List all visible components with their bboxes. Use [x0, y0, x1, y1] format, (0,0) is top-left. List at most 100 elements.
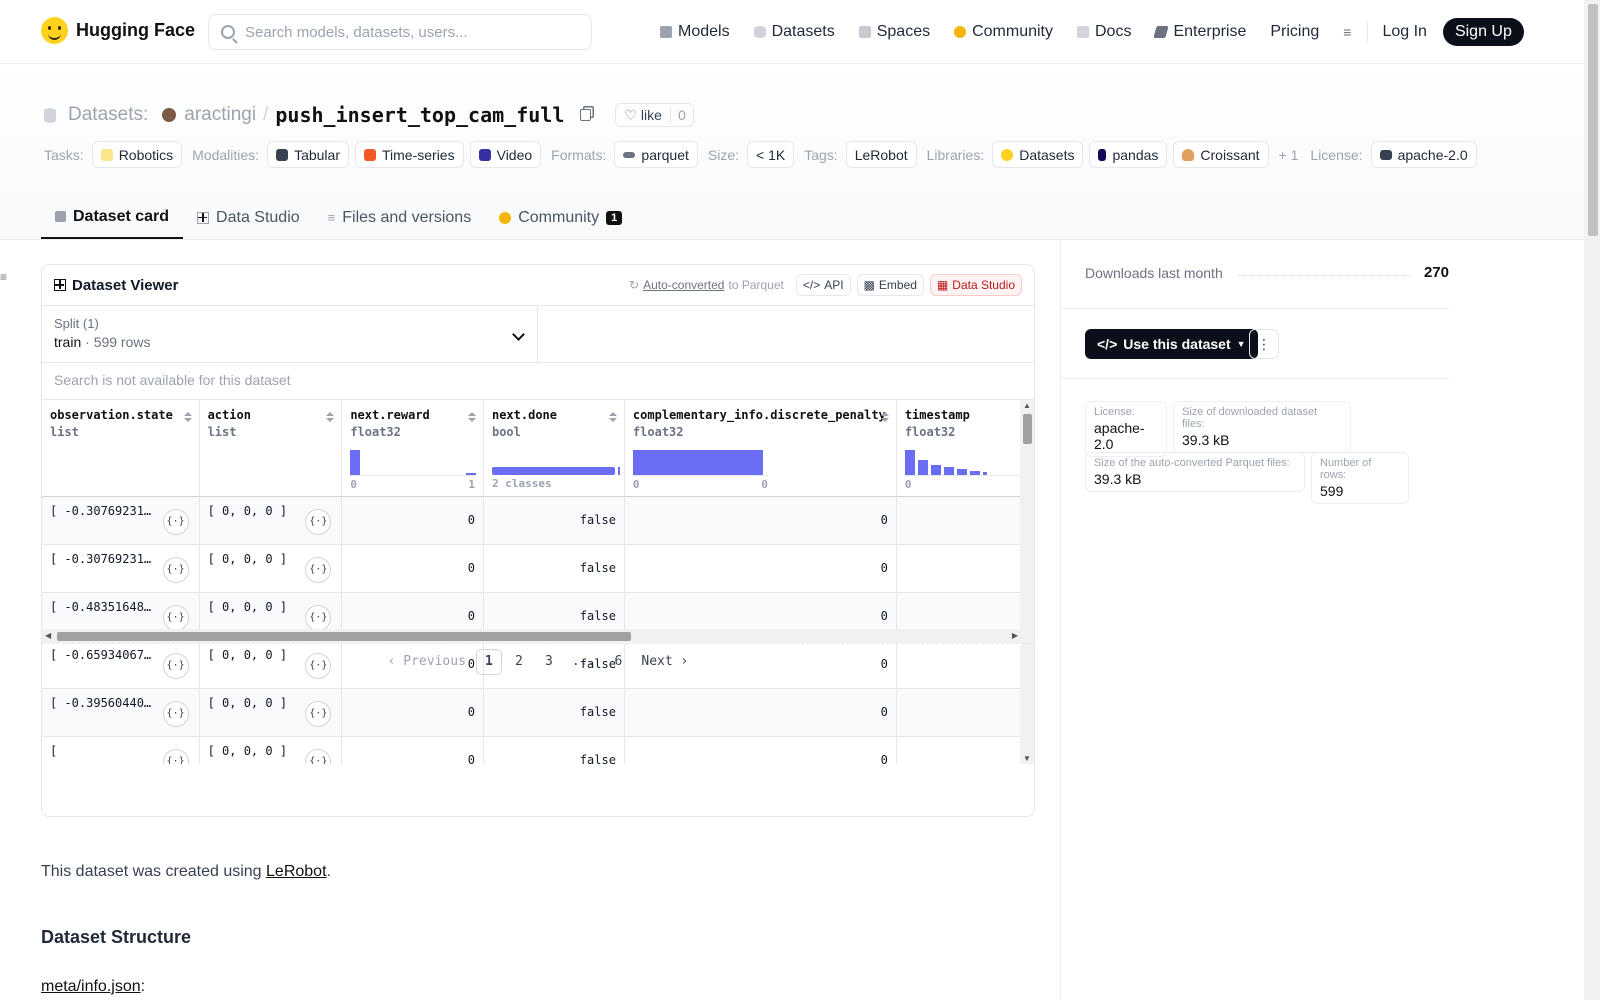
sort-icon[interactable] [608, 412, 617, 422]
expand-json-icon[interactable]: {·} [305, 652, 332, 679]
action-cell[interactable]: [ 0, 0, 0 ] {·} [199, 688, 343, 737]
penalty-cell[interactable]: 0 [624, 688, 897, 737]
nav-enterprise[interactable]: Enterprise [1153, 23, 1246, 41]
sort-icon[interactable] [467, 412, 476, 422]
penalty-cell[interactable]: 0 [624, 640, 897, 689]
tab-dataset-card[interactable]: Dataset card [41, 196, 184, 239]
libraries-more[interactable]: + 1 [1278, 146, 1299, 163]
tag-lerobot[interactable]: LeRobot [845, 141, 917, 168]
expand-json-icon[interactable]: {·} [162, 508, 189, 535]
column-header[interactable]: next.done bool 2 classes [483, 400, 625, 497]
page-button[interactable]: 3 [544, 654, 553, 669]
done-cell[interactable]: false [483, 688, 625, 737]
penalty-cell[interactable]: 0 [624, 736, 897, 764]
expand-json-icon[interactable]: {·} [162, 748, 189, 764]
column-header[interactable]: timestamp float32 0 [896, 400, 1034, 497]
histogram-bar[interactable] [943, 467, 954, 475]
search-box[interactable] [208, 14, 592, 50]
action-cell[interactable]: [ 0, 0, 0 ] {·} [199, 544, 343, 593]
like-main[interactable]: ♡ like [616, 107, 670, 124]
histogram-bar[interactable] [632, 450, 763, 475]
column-header[interactable]: next.reward float32 0 1 [341, 400, 484, 497]
histogram-bar[interactable] [930, 465, 941, 475]
histogram-bar[interactable] [956, 469, 967, 475]
page-button[interactable]: 6 [614, 654, 623, 669]
done-cell[interactable]: false [483, 640, 625, 689]
histogram-bar[interactable] [917, 460, 928, 475]
histogram-bar[interactable] [466, 473, 477, 475]
prev-page-button[interactable]: ‹ Previous [387, 654, 466, 669]
copy-icon[interactable] [580, 109, 592, 121]
action-cell[interactable]: [ 0, 0, 0 ] {·} [199, 640, 343, 689]
table-row[interactable]: [ -0.30769231915...{·} [ 0, 0, 0 ]{·} 0 … [42, 496, 1034, 545]
expand-json-icon[interactable]: {·} [162, 700, 189, 727]
tag-license[interactable]: apache-2.0 [1370, 141, 1477, 168]
sort-icon[interactable] [183, 412, 192, 422]
reward-cell[interactable]: 0 [341, 544, 484, 593]
table-horizontal-scrollbar[interactable]: ◀ ▶ [42, 629, 1034, 643]
nav-docs[interactable]: Docs [1077, 23, 1131, 41]
tab-data-studio[interactable]: Data Studio [183, 196, 314, 239]
login-link[interactable]: Log In [1382, 23, 1427, 40]
histogram-bar[interactable] [350, 450, 361, 475]
tag-tabular[interactable]: Tabular [267, 141, 349, 168]
scrollbar-thumb[interactable] [1588, 4, 1598, 236]
timestamp-cell[interactable] [896, 688, 1034, 737]
page-button[interactable]: 2 [514, 654, 523, 669]
expand-json-icon[interactable]: {·} [305, 604, 332, 631]
next-page-button[interactable]: Next › [641, 654, 689, 669]
histogram-bar[interactable] [904, 450, 915, 475]
scroll-right-icon[interactable]: ▶ [1011, 631, 1018, 640]
tag-croissant[interactable]: Croissant [1173, 141, 1269, 168]
column-header[interactable]: observation.state list [42, 400, 200, 497]
data-studio-button[interactable]: ▦ Data Studio [929, 274, 1022, 296]
sort-icon[interactable] [326, 412, 335, 422]
penalty-cell[interactable]: 0 [624, 496, 897, 545]
repo-name[interactable]: push_insert_top_cam_full [275, 103, 565, 127]
like-button[interactable]: ♡ like 0 [615, 103, 694, 127]
reward-cell[interactable]: 0 [341, 496, 484, 545]
histogram-bar[interactable] [982, 472, 987, 475]
scroll-left-icon[interactable]: ◀ [45, 631, 52, 640]
scroll-up-icon[interactable]: ▲ [1023, 401, 1031, 410]
more-options-button[interactable]: ⋮ [1249, 329, 1279, 359]
logo[interactable]: Hugging Face [41, 17, 195, 44]
state-cell[interactable]: [ -0.65934067964...{·} [42, 640, 200, 689]
reward-cell[interactable]: 0 [341, 640, 484, 689]
sort-icon[interactable] [880, 412, 889, 422]
tag-parquet[interactable]: parquet [614, 141, 698, 168]
table-row[interactable]: [ -0.39560440182...{·} [ 0, 0, 0 ]{·} 0 … [42, 688, 1034, 737]
nav-datasets[interactable]: Datasets [753, 23, 835, 41]
page-button[interactable]: 1 [475, 648, 502, 675]
timestamp-cell[interactable] [896, 544, 1034, 593]
histogram[interactable] [904, 449, 987, 475]
scroll-down-icon[interactable]: ▼ [1023, 754, 1031, 763]
search-input[interactable] [245, 23, 565, 41]
tag-pandas[interactable]: pandas [1089, 141, 1168, 168]
state-cell[interactable]: [ -0.39560440182... {·} [42, 688, 200, 737]
class-bar[interactable] [617, 467, 620, 475]
expand-json-icon[interactable]: {·} [305, 556, 332, 583]
nav-community[interactable]: Community [954, 23, 1053, 41]
timestamp-cell[interactable] [896, 736, 1034, 764]
nav-spaces[interactable]: Spaces [858, 23, 930, 41]
done-cell[interactable]: false [483, 544, 625, 593]
histogram[interactable] [350, 449, 477, 475]
table-row[interactable]: [{·} [ 0, 0, 0 ] {·} 0 false 0 [42, 736, 1034, 764]
page-scrollbar[interactable] [1584, 0, 1600, 1000]
column-header[interactable]: action list [199, 400, 343, 497]
expand-json-icon[interactable]: {·} [162, 556, 189, 583]
timestamp-cell[interactable] [896, 496, 1034, 545]
tab-community[interactable]: Community 1 [485, 196, 636, 239]
nav-pricing[interactable]: Pricing [1270, 23, 1319, 41]
done-cell[interactable]: false [483, 736, 625, 764]
tag-time-series[interactable]: Time-series [355, 141, 464, 168]
timestamp-cell[interactable] [896, 640, 1034, 689]
state-cell[interactable]: [ -0.30769231915... {·} [42, 544, 200, 593]
split-selector[interactable]: Split (1) train · 599 rows [42, 306, 538, 362]
embed-button[interactable]: ▩ Embed [856, 274, 924, 296]
scrollbar-thumb[interactable] [57, 632, 631, 641]
histogram[interactable] [632, 449, 763, 475]
use-dataset-button[interactable]: </> Use this dataset ▼ [1085, 329, 1258, 359]
more-menu-button[interactable]: ≡ [1343, 24, 1351, 40]
